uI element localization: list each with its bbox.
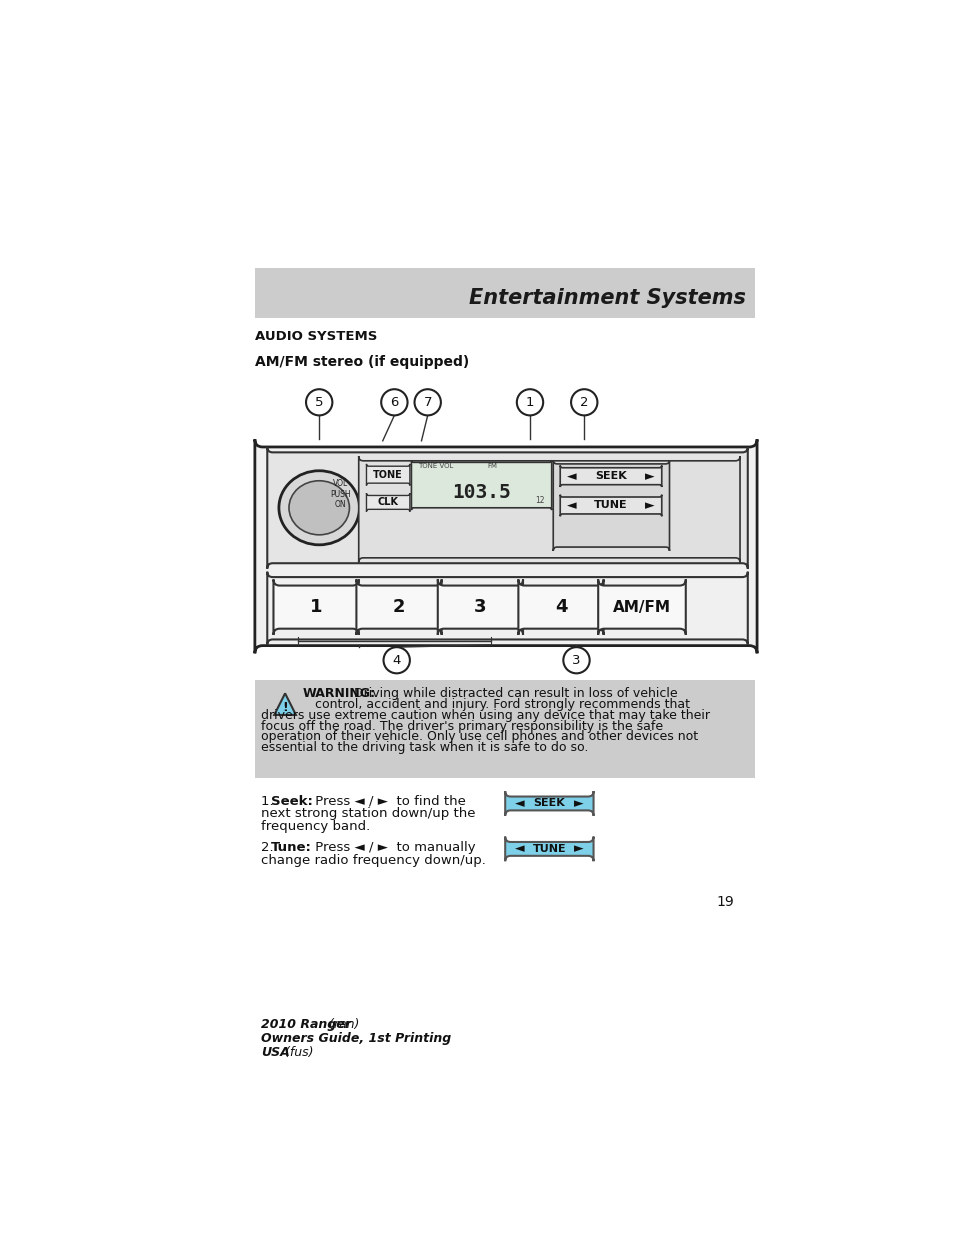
Circle shape [415,389,440,415]
Circle shape [517,389,542,415]
Text: Entertainment Systems: Entertainment Systems [468,288,744,309]
Text: !: ! [282,700,288,714]
Text: 103.5: 103.5 [452,483,511,501]
Text: ◄: ◄ [515,842,524,856]
FancyBboxPatch shape [366,464,410,485]
FancyBboxPatch shape [437,579,522,635]
Text: essential to the driving task when it is safe to do so.: essential to the driving task when it is… [261,741,588,755]
Text: Press ◄ / ►  to find the: Press ◄ / ► to find the [311,795,465,808]
Text: 2: 2 [393,598,405,616]
Text: AM/FM: AM/FM [613,600,670,615]
Text: Tune:: Tune: [271,841,312,855]
Text: next strong station down/up the: next strong station down/up the [261,808,476,820]
FancyBboxPatch shape [411,461,551,510]
FancyBboxPatch shape [356,579,441,635]
Text: 6: 6 [390,395,398,409]
Text: SEEK: SEEK [595,472,626,482]
Text: Seek:: Seek: [271,795,313,808]
Polygon shape [274,693,295,715]
FancyBboxPatch shape [505,792,593,816]
Ellipse shape [289,480,349,535]
Text: Driving while distracted can result in loss of vehicle: Driving while distracted can result in l… [350,687,678,700]
FancyBboxPatch shape [358,456,740,562]
FancyBboxPatch shape [254,440,757,653]
Text: 4: 4 [554,598,567,616]
Text: 1: 1 [525,395,534,409]
Text: Owners Guide, 1st Printing: Owners Guide, 1st Printing [261,1032,451,1045]
Text: ►: ► [644,469,655,483]
Text: TUNE: TUNE [532,844,565,853]
Ellipse shape [278,471,359,545]
Text: focus off the road. The driver's primary responsibility is the safe: focus off the road. The driver's primary… [261,720,662,732]
Circle shape [562,647,589,673]
Text: TONE VOL: TONE VOL [417,463,453,469]
Text: 12: 12 [535,496,544,505]
FancyBboxPatch shape [553,461,669,551]
Text: FM: FM [487,463,497,469]
Circle shape [306,389,332,415]
Text: ►: ► [574,842,583,856]
Text: control, accident and injury. Ford strongly recommends that: control, accident and injury. Ford stron… [314,698,689,711]
Text: ►: ► [644,499,655,513]
Text: CLK: CLK [377,498,398,508]
Text: ◄: ◄ [566,499,576,513]
Text: 1.: 1. [261,795,277,808]
Text: 5: 5 [314,395,323,409]
Circle shape [383,647,410,673]
Circle shape [571,389,597,415]
FancyBboxPatch shape [267,447,747,568]
Text: AM/FM stereo (if equipped): AM/FM stereo (if equipped) [254,354,469,368]
Text: SEEK: SEEK [533,799,565,809]
Text: 3: 3 [474,598,486,616]
Bar [254,679,754,778]
Text: WARNING:: WARNING: [302,687,375,700]
Text: ◄: ◄ [566,469,576,483]
Bar [254,268,754,317]
FancyBboxPatch shape [267,572,747,645]
Text: 2.: 2. [261,841,277,855]
Text: 1: 1 [310,598,322,616]
Text: ◄: ◄ [515,797,524,810]
FancyBboxPatch shape [505,836,593,861]
FancyBboxPatch shape [517,579,603,635]
Text: 2010 Ranger: 2010 Ranger [261,1019,351,1031]
FancyBboxPatch shape [559,495,661,516]
Text: (ran): (ran) [325,1019,359,1031]
Text: (fus): (fus) [281,1046,314,1060]
FancyBboxPatch shape [366,493,410,511]
Text: frequency band.: frequency band. [261,820,370,832]
FancyBboxPatch shape [274,579,358,635]
Circle shape [381,389,407,415]
Text: operation of their vehicle. Only use cell phones and other devices not: operation of their vehicle. Only use cel… [261,730,698,743]
Text: drivers use extreme caution when using any device that may take their: drivers use extreme caution when using a… [261,709,709,721]
Text: Press ◄ / ►  to manually: Press ◄ / ► to manually [311,841,475,855]
Text: 2: 2 [579,395,588,409]
Text: USA: USA [261,1046,290,1060]
Text: 4: 4 [392,653,400,667]
Text: 3: 3 [572,653,580,667]
Text: 19: 19 [716,895,733,909]
Text: VOL
PUSH
ON: VOL PUSH ON [331,479,351,509]
Text: 7: 7 [423,395,432,409]
Text: AUDIO SYSTEMS: AUDIO SYSTEMS [254,330,376,343]
Text: TUNE: TUNE [594,500,627,510]
FancyBboxPatch shape [598,579,685,635]
Text: change radio frequency down/up.: change radio frequency down/up. [261,853,485,867]
FancyBboxPatch shape [559,466,661,487]
Text: TONE: TONE [373,469,402,479]
Text: ►: ► [574,797,583,810]
